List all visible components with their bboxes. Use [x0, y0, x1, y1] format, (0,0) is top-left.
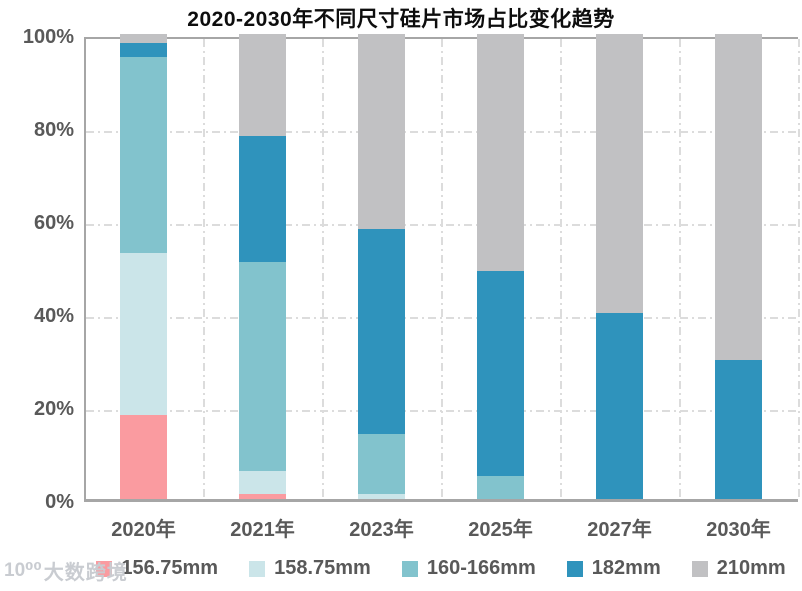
legend-label: 160-166mm — [426, 557, 536, 579]
bar-segment-160-166mm — [477, 475, 524, 499]
bar-segment-160-166mm — [358, 433, 405, 495]
y-tick-label: 0% — [45, 491, 74, 513]
x-tick-label: 2020年 — [111, 519, 176, 541]
legend-item-160-166mm: 160-166mm — [401, 557, 536, 580]
x-tick-label: 2027年 — [587, 519, 652, 541]
y-tick-label: 60% — [33, 212, 74, 234]
y-tick-label: 80% — [33, 119, 74, 141]
y-axis-labels: 100% 80% 60% 40% 20% 0% — [0, 26, 74, 513]
x-tick-label: 2023年 — [349, 519, 414, 541]
legend-item-158.75mm: 158.75mm — [249, 557, 371, 580]
bar-segment-182mm — [715, 359, 762, 499]
bar-segment-160-166mm — [239, 261, 286, 472]
bar-segment-210mm — [120, 34, 167, 44]
gridline-vertical — [560, 39, 562, 499]
legend-swatch-icon — [249, 560, 266, 577]
watermark: 10⁰⁰ 大数跨境 — [4, 556, 128, 585]
plot-area — [84, 34, 800, 502]
x-tick-label: 2030年 — [706, 519, 771, 541]
bar-segment-158.75mm — [358, 494, 405, 499]
legend: 156.75mm 158.75mm 160-166mm 182mm 210mm — [84, 557, 798, 580]
bar-segment-158.75mm — [120, 252, 167, 416]
bar-segment-210mm — [596, 34, 643, 313]
stacked-bar-2030年 — [715, 34, 762, 499]
legend-label: 158.75mm — [274, 557, 371, 579]
bar-segment-210mm — [358, 34, 405, 230]
x-tick-label: 2021年 — [230, 519, 295, 541]
bar-segment-156.75mm — [120, 415, 167, 499]
bar-segment-182mm — [120, 43, 167, 58]
bar-segment-210mm — [715, 34, 762, 360]
bar-segment-210mm — [239, 34, 286, 137]
legend-swatch-icon — [691, 560, 708, 577]
watermark-logo-icon: 10⁰⁰ — [4, 560, 42, 581]
gridline-vertical — [322, 39, 324, 499]
bar-segment-158.75mm — [239, 471, 286, 495]
chart-title: 2020-2030年不同尺寸硅片市场占比变化趋势 — [187, 8, 615, 31]
legend-swatch-icon — [96, 560, 113, 577]
bar-segment-210mm — [477, 34, 524, 272]
watermark-text: 大数跨境 — [43, 562, 128, 584]
legend-swatch-icon — [401, 560, 418, 577]
gridline-vertical — [679, 39, 681, 499]
y-tick-label: 100% — [22, 26, 74, 48]
bar-segment-156.75mm — [239, 494, 286, 499]
bar-segment-182mm — [477, 271, 524, 476]
gridline-vertical — [203, 39, 205, 499]
legend-label: 210mm — [716, 557, 786, 579]
bar-segment-182mm — [358, 229, 405, 434]
stacked-bar-2025年 — [477, 34, 524, 499]
x-axis-labels: 2020年 2021年 2023年 2025年 2027年 2030年 — [84, 514, 798, 546]
y-tick-label: 40% — [33, 305, 74, 327]
gridline-vertical — [798, 39, 800, 499]
legend-item-210mm: 210mm — [691, 557, 786, 580]
legend-label: 156.75mm — [121, 557, 219, 579]
stacked-bar-2021年 — [239, 34, 286, 499]
legend-item-182mm: 182mm — [566, 557, 661, 580]
gridline-vertical — [441, 39, 443, 499]
x-tick-label: 2025年 — [468, 519, 533, 541]
stacked-bar-2027年 — [596, 34, 643, 499]
stacked-bar-2023年 — [358, 34, 405, 499]
legend-swatch-icon — [566, 560, 583, 577]
bar-segment-182mm — [239, 136, 286, 262]
bar-segment-160-166mm — [120, 57, 167, 253]
legend-item-156.75mm: 156.75mm — [96, 557, 218, 580]
legend-label: 182mm — [591, 557, 661, 579]
bar-segment-182mm — [596, 313, 643, 499]
stacked-bar-2020年 — [120, 34, 167, 499]
y-tick-label: 20% — [33, 398, 74, 420]
